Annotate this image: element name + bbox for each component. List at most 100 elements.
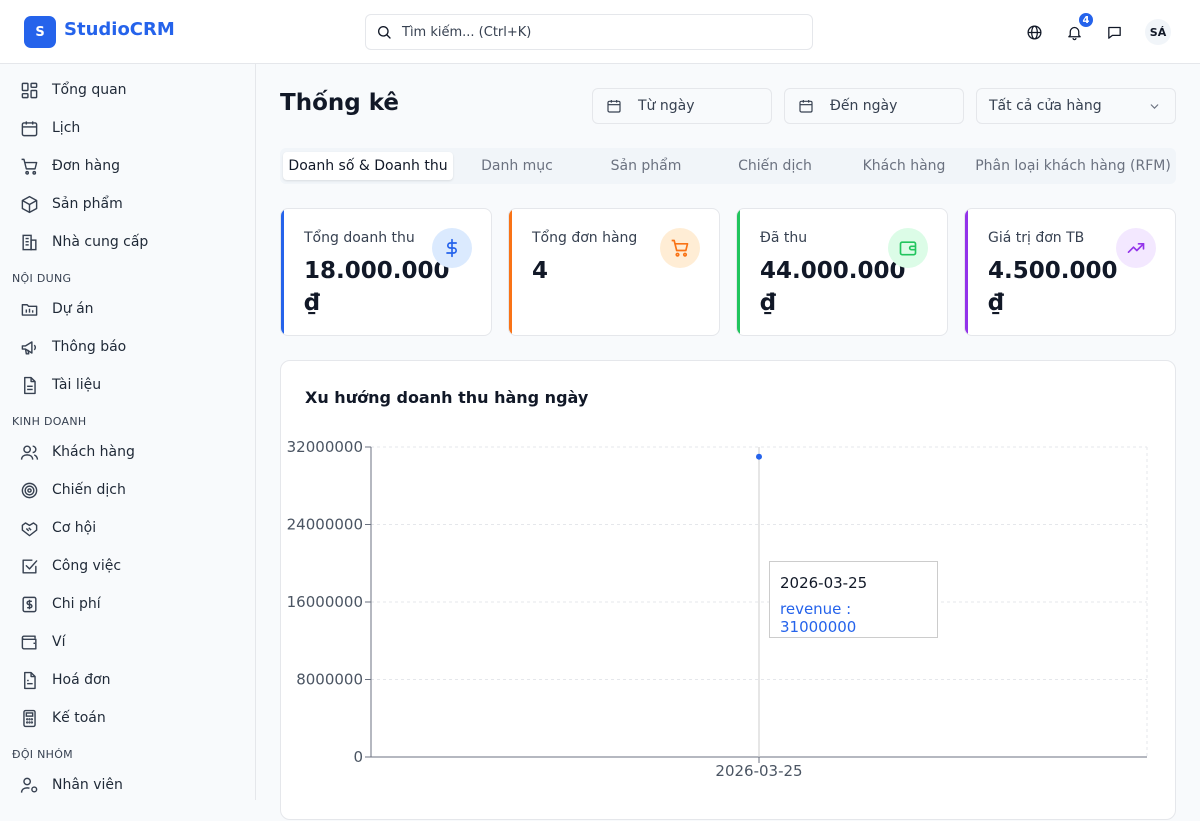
- sidebar-item-campaigns[interactable]: Chiến dịch: [12, 473, 244, 507]
- avatar[interactable]: SÁ: [1145, 19, 1171, 45]
- sidebar-item-label: Chi phí: [52, 596, 101, 612]
- calendar-icon: [607, 100, 621, 113]
- checkbox-icon: [22, 558, 38, 574]
- revenue-line-chart: 0 8000000 16000000 24000000 32000000 2026-03-…: [287, 438, 1148, 780]
- sidebar-item-label: Lịch: [52, 120, 81, 136]
- stat-title: Tổng đơn hàng: [532, 230, 638, 246]
- sidebar-item-calendar[interactable]: Lịch: [12, 111, 244, 145]
- tab-rfm[interactable]: Phân loại khách hàng (RFM): [975, 158, 1171, 174]
- sidebar-item-label: Công việc: [52, 558, 122, 574]
- y-tick-label: 24000000: [287, 516, 363, 534]
- chart-title: Xu hướng doanh thu hàng ngày: [305, 388, 589, 407]
- store-select-value: Tất cả cửa hàng: [989, 98, 1102, 114]
- tab-products[interactable]: Sản phẩm: [610, 158, 682, 174]
- to-date-label: Đến ngày: [830, 98, 898, 114]
- stat-value: 4.500.000 ₫: [988, 258, 1118, 316]
- cart-icon: [660, 228, 700, 268]
- sidebar-item-expenses[interactable]: Chi phí: [12, 587, 244, 621]
- chart-tooltip: 2026-03-25 revenue : 31000000: [769, 561, 938, 638]
- sidebar-item-staff[interactable]: Nhân viên: [12, 768, 244, 802]
- sidebar-item-label: Ví: [52, 634, 66, 650]
- app-name[interactable]: StudioCRM: [64, 19, 175, 40]
- sidebar-item-opportunities[interactable]: Cơ hội: [12, 511, 244, 545]
- stat-value: 44.000.000 ₫: [760, 258, 906, 316]
- megaphone-icon: [21, 340, 37, 355]
- wallet-icon: [888, 228, 928, 268]
- calculator-icon: [23, 709, 36, 727]
- globe-icon[interactable]: [1024, 22, 1044, 42]
- chat-icon[interactable]: [1104, 22, 1124, 42]
- document-icon: [24, 376, 36, 394]
- sidebar-item-customers[interactable]: Khách hàng: [12, 435, 244, 469]
- sidebar-item-products[interactable]: Sản phẩm: [12, 187, 244, 221]
- cart-icon: [21, 158, 38, 175]
- calendar-icon: [799, 100, 813, 113]
- stat-card-total-revenue: Tổng doanh thu 18.000.000 ₫: [280, 208, 492, 336]
- sidebar-item-label: Sản phẩm: [52, 196, 123, 212]
- calendar-icon: [21, 120, 38, 136]
- sidebar-item-accounting[interactable]: Kế toán: [12, 701, 244, 735]
- tab-customers[interactable]: Khách hàng: [862, 158, 946, 174]
- dollar-icon: [432, 228, 472, 268]
- tab-sales-revenue[interactable]: Doanh số & Doanh thu: [283, 152, 453, 180]
- sidebar-item-wallet[interactable]: Ví: [12, 625, 244, 659]
- sidebar-item-label: Khách hàng: [52, 444, 135, 460]
- handshake-icon: [21, 521, 38, 536]
- dollar-icon: [22, 596, 37, 612]
- section-team-heading: ĐỘI NHÓM: [12, 748, 73, 761]
- search-input[interactable]: Tìm kiếm... (Ctrl+K): [365, 14, 813, 50]
- sidebar-item-suppliers[interactable]: Nhà cung cấp: [12, 225, 244, 259]
- sidebar-item-label: Chiến dịch: [52, 482, 126, 498]
- from-date-picker[interactable]: Từ ngày: [592, 88, 772, 124]
- stat-title: Tổng doanh thu: [304, 230, 415, 246]
- y-tick-label: 8000000: [296, 671, 363, 689]
- sidebar-item-label: Kế toán: [52, 710, 106, 726]
- target-icon: [21, 482, 38, 498]
- sidebar-item-announcements[interactable]: Thông báo: [12, 330, 244, 364]
- search-icon: [378, 26, 391, 39]
- chevron-down-icon: [1150, 103, 1159, 109]
- sidebar-item-overview[interactable]: Tổng quan: [12, 73, 244, 107]
- sidebar-item-label: Thông báo: [52, 339, 127, 355]
- to-date-picker[interactable]: Đến ngày: [784, 88, 964, 124]
- card-accent: [509, 209, 512, 335]
- sidebar-item-tasks[interactable]: Công việc: [12, 549, 244, 583]
- search-placeholder: Tìm kiếm... (Ctrl+K): [402, 24, 532, 40]
- folder-icon: [21, 303, 38, 316]
- tab-categories[interactable]: Danh mục: [481, 158, 553, 174]
- sidebar-item-orders[interactable]: Đơn hàng: [12, 149, 244, 183]
- card-accent: [281, 209, 284, 335]
- page-title: Thống kê: [280, 90, 399, 116]
- sidebar-item-label: Hoá đơn: [52, 672, 111, 688]
- sidebar-item-label: Nhà cung cấp: [52, 234, 149, 250]
- sidebar-item-documents[interactable]: Tài liệu: [12, 368, 244, 402]
- stat-value: 18.000.000 ₫: [304, 258, 450, 316]
- dashboard-icon: [21, 82, 38, 98]
- sidebar-item-projects[interactable]: Dự án: [12, 292, 244, 326]
- notification-badge: 4: [1078, 12, 1094, 28]
- tooltip-value: revenue : 31000000: [780, 600, 857, 636]
- box-icon: [21, 195, 38, 213]
- section-content-heading: NỘI DUNG: [12, 272, 72, 285]
- building-icon: [22, 234, 37, 250]
- data-point: [756, 453, 762, 460]
- card-accent: [965, 209, 968, 335]
- top-bar: S StudioCRM Tìm kiếm... (Ctrl+K) 4 SÁ: [0, 0, 1200, 64]
- stat-card-total-orders: Tổng đơn hàng 4: [508, 208, 720, 336]
- from-date-label: Từ ngày: [638, 98, 695, 114]
- sidebar-item-label: Tổng quan: [52, 82, 127, 98]
- logo-icon[interactable]: S: [24, 16, 56, 48]
- bell-icon[interactable]: [1064, 22, 1084, 42]
- x-tick-label: 2026-03-25: [715, 762, 802, 780]
- stat-value: 4: [532, 258, 549, 284]
- y-tick-label: 0: [353, 748, 363, 766]
- store-select[interactable]: Tất cả cửa hàng: [976, 88, 1176, 124]
- sidebar-item-label: Nhân viên: [52, 777, 123, 793]
- sidebar-item-label: Đơn hàng: [52, 158, 120, 174]
- sidebar: Tổng quan Lịch Đơn hàng Sản phẩm Nhà cun…: [0, 64, 256, 800]
- tab-campaigns[interactable]: Chiến dịch: [738, 158, 812, 174]
- stat-card-avg-order-value: Giá trị đơn TB 4.500.000 ₫: [964, 208, 1176, 336]
- invoice-icon: [24, 671, 36, 689]
- sidebar-item-invoices[interactable]: Hoá đơn: [12, 663, 244, 697]
- sidebar-item-label: Cơ hội: [52, 520, 97, 536]
